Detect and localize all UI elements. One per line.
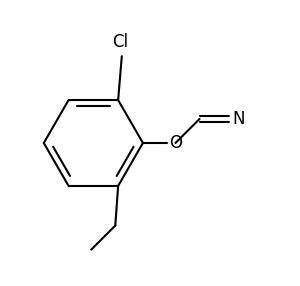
Text: Cl: Cl — [112, 33, 128, 51]
Text: O: O — [169, 134, 182, 152]
Text: N: N — [233, 110, 245, 128]
